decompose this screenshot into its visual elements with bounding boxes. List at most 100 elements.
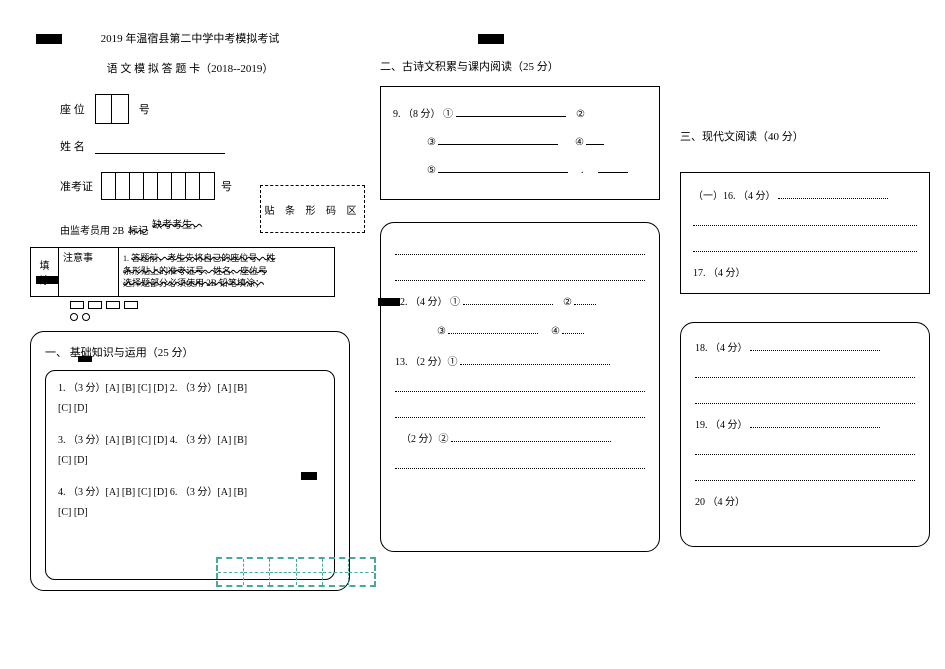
q5: 4. （3 分）[A] [B] [C] [D] 6. （3 分）[A] [B] — [58, 485, 322, 501]
q17-row: 17. （4 分） — [693, 264, 917, 279]
ex-box-3 — [106, 301, 120, 309]
seat-boxes[interactable] — [95, 94, 129, 124]
box1-dot-1[interactable] — [693, 212, 917, 226]
column-2: 二、古诗文积累与课内阅读（25 分） 9. （8 分） ① ② ③ ④ ⑤ . … — [380, 30, 660, 552]
q1: 1. （3 分）[A] [B] [C] [D] 2. （3 分）[A] [B] — [58, 381, 322, 397]
q9-row-2: ③ ④ — [393, 129, 647, 157]
notice-left: 填 涂 — [31, 248, 59, 296]
seat-label-right: 号 — [139, 101, 150, 117]
q9-row-1: 9. （8 分） ① ② — [393, 101, 647, 129]
q13-row-2: （2 分）② — [395, 430, 645, 445]
q13-blank-2[interactable] — [451, 430, 611, 442]
q13-label: 13. （2 分）① — [395, 357, 458, 368]
q12-blank-2[interactable] — [574, 293, 596, 305]
notice-mid-text: 注意事 — [63, 253, 93, 264]
exam-subtitle: 语 文 模 拟 答 题 卡（2018--2019） — [30, 60, 350, 76]
q12-row-2: ③ ④ — [395, 322, 645, 337]
name-input-line[interactable] — [95, 140, 225, 154]
q12-blank-4[interactable] — [562, 322, 584, 334]
q9-2: ② — [576, 109, 585, 120]
green-grid — [216, 557, 376, 587]
q9-blank-4[interactable] — [586, 133, 604, 145]
q9-blank-5[interactable] — [438, 161, 568, 173]
q20-row: 20 （4 分） — [695, 493, 915, 508]
q13-row: 13. （2 分）① — [395, 353, 645, 368]
name-label: 姓 名 — [60, 138, 85, 154]
q5b: [C] [D] — [58, 505, 322, 521]
q18-row: 18. （4 分） — [695, 339, 915, 354]
seat-row: 座 位 号 — [30, 94, 350, 124]
q19-row: 19. （4 分） — [695, 416, 915, 431]
q12-4: ④ — [551, 326, 560, 337]
q12-blank-1[interactable] — [463, 293, 553, 305]
q18-blank[interactable] — [750, 339, 880, 351]
section-3-frame: 18. （4 分） 19. （4 分） 20 （4 分） — [680, 322, 930, 547]
dotted-2[interactable] — [395, 267, 645, 281]
ex-circle-1 — [70, 313, 78, 321]
absent-strike: 标记 — [128, 222, 148, 237]
section-2-frame: 12. （4 分） ① ② ③ ④ 13. （2 分）① （2 分）② — [380, 222, 660, 552]
column-3: 三、现代文阅读（40 分） （一）16. （4 分） 17. （4 分） 18.… — [680, 30, 930, 547]
exam-title: 2019 年温宿县第二中学中考模拟考试 — [30, 30, 350, 46]
ex-box-2 — [88, 301, 102, 309]
q16-blank[interactable] — [778, 187, 888, 199]
q9-3: ③ — [427, 137, 436, 148]
f-dot-2[interactable] — [695, 390, 915, 404]
seat-label-left: 座 位 — [60, 101, 85, 117]
notice-box: 填 涂 注意事 1. 答题前，考生先将自己的座位号、姓 条形贴上的准考证号、姓名… — [30, 247, 335, 297]
barcode-area: 贴 条 形 码 区 — [260, 185, 365, 233]
box1-dot-2[interactable] — [693, 238, 917, 252]
q9-blank-3[interactable] — [438, 133, 558, 145]
barcode-label: 贴 条 形 码 区 — [265, 202, 361, 217]
dotted-3[interactable] — [395, 378, 645, 392]
notice-right: 1. 答题前，考生先将自己的座位号、姓 条形贴上的准考证号、姓名、座位号 选择题… — [119, 248, 334, 296]
absent-prefix: 由监考员用 2B — [60, 222, 124, 237]
notice-r3: 选择题部分必须使用 2B 铅笔填涂； — [123, 277, 330, 290]
dotted-5[interactable] — [395, 455, 645, 469]
q18-label: 18. （4 分） — [695, 343, 748, 354]
example-row — [30, 301, 350, 309]
example-row-2 — [30, 311, 350, 321]
q12-2: ② — [563, 297, 572, 308]
q3: 3. （3 分）[A] [B] [C] [D] 4. （3 分）[A] [B] — [58, 433, 322, 449]
q9-blank-1[interactable] — [456, 105, 566, 117]
q19-blank[interactable] — [750, 416, 880, 428]
ex-circle-2 — [82, 313, 90, 321]
dotted-1[interactable] — [395, 241, 645, 255]
q9-box: 9. （8 分） ① ② ③ ④ ⑤ . — [380, 86, 660, 200]
q16-label: （一）16. （4 分） — [693, 191, 776, 202]
q19-label: 19. （4 分） — [695, 420, 748, 431]
section-3-title: 三、现代文阅读（40 分） — [680, 128, 930, 144]
q3b: [C] [D] — [58, 453, 322, 469]
notice-mid: 注意事 — [59, 248, 119, 296]
admit-boxes[interactable] — [101, 172, 215, 200]
column-1: 2019 年温宿县第二中学中考模拟考试 语 文 模 拟 答 题 卡（2018--… — [30, 30, 350, 591]
section-2-title: 二、古诗文积累与课内阅读（25 分） — [380, 58, 660, 74]
ex-box-4 — [124, 301, 138, 309]
q9-row-3: ⑤ . — [393, 157, 647, 185]
q17-label: 17. （4 分） — [693, 268, 746, 279]
ex-box-1 — [70, 301, 84, 309]
f-dot-3[interactable] — [695, 441, 915, 455]
q9-label: 9. （8 分） ① — [393, 109, 453, 120]
q13-2-label: （2 分）② — [401, 434, 449, 445]
admit-label: 准考证 — [60, 178, 93, 194]
q9-5: ⑤ — [427, 165, 436, 176]
section-3-box-1: （一）16. （4 分） 17. （4 分） — [680, 172, 930, 294]
q12-label: 12. （4 分） ① — [395, 297, 460, 308]
f-dot-4[interactable] — [695, 467, 915, 481]
q1b: [C] [D] — [58, 401, 322, 417]
dotted-4[interactable] — [395, 404, 645, 418]
q9-4: ④ — [575, 137, 584, 148]
q20-label: 20 （4 分） — [695, 497, 745, 508]
section-1-title: 一、 基础知识与运用（25 分） — [45, 344, 335, 360]
f-dot-1[interactable] — [695, 364, 915, 378]
notice-r2: 条形贴上的准考证号、姓名、座位号 — [123, 265, 330, 278]
q9-blank-6[interactable] — [598, 161, 628, 173]
q13-blank-1[interactable] — [460, 353, 610, 365]
notice-left-text: 填 涂 — [40, 257, 50, 287]
absent-mid: 缺考考生， — [152, 216, 202, 231]
q12-blank-3[interactable] — [448, 322, 538, 334]
admit-suffix: 号 — [221, 178, 232, 194]
q12-3: ③ — [437, 326, 446, 337]
